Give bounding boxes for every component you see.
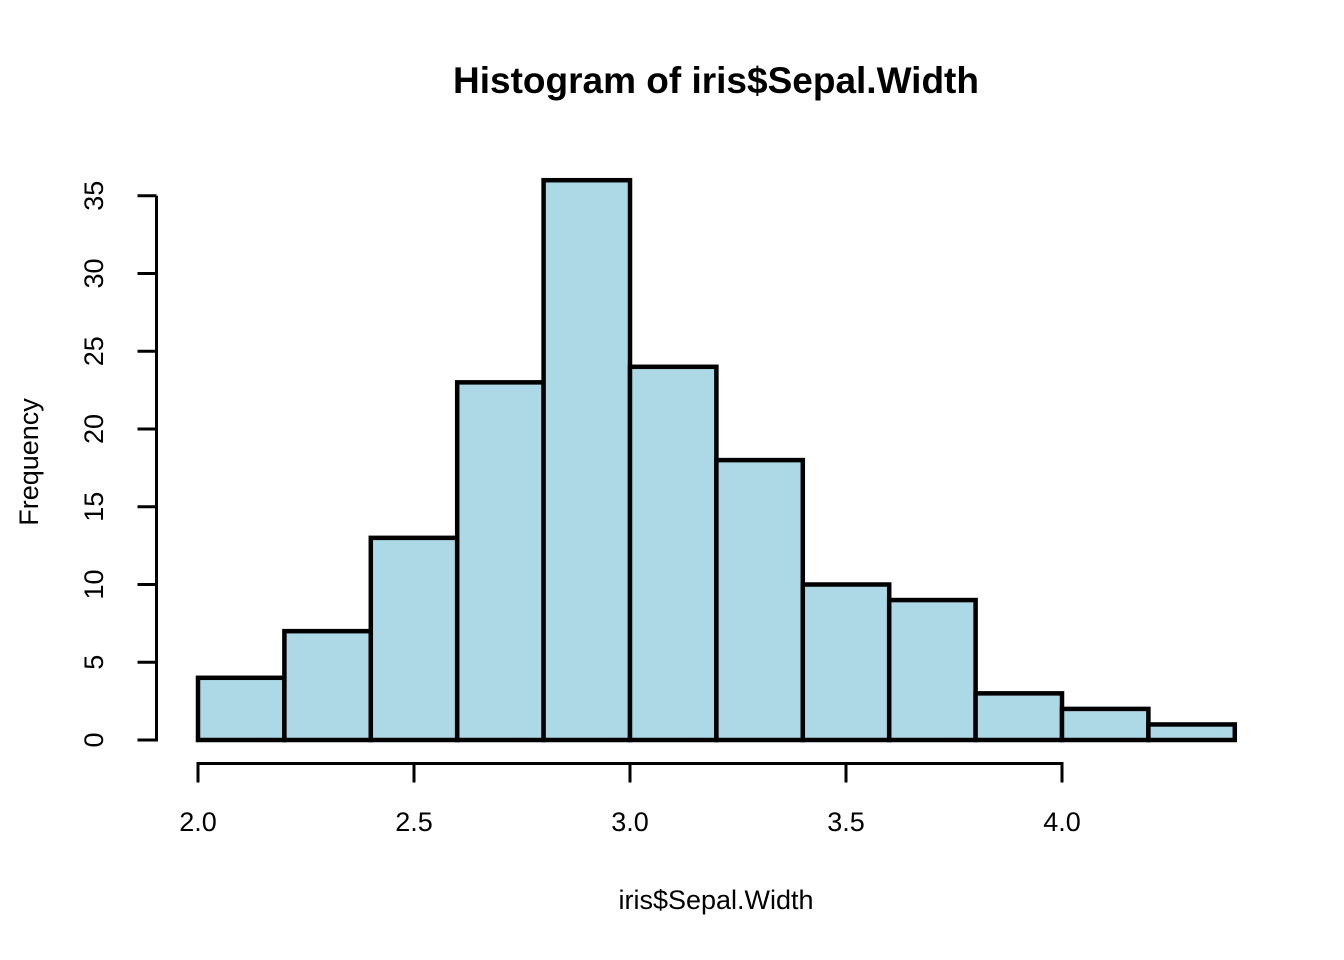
x-tick-label: 3.0: [611, 807, 649, 837]
chart-title: Histogram of iris$Sepal.Width: [453, 60, 979, 101]
y-axis-label: Frequency: [14, 398, 44, 526]
histogram-bar: [282, 628, 374, 743]
x-tick-label: 3.5: [827, 807, 865, 837]
y-tick-label: 15: [79, 492, 109, 522]
x-tick-label: 4.0: [1043, 807, 1081, 837]
histogram-bar: [714, 457, 806, 743]
histogram-bars: [195, 177, 1238, 743]
y-tick-label: 30: [79, 258, 109, 288]
x-axis-label: iris$Sepal.Width: [618, 885, 813, 915]
y-tick-label: 20: [79, 414, 109, 444]
y-tick-label: 0: [79, 732, 109, 747]
histogram-bar: [195, 675, 287, 743]
y-tick-label: 25: [79, 336, 109, 366]
histogram-bar: [541, 177, 633, 743]
x-axis: 2.0 2.5 3.0 3.5 4.0: [179, 762, 1081, 837]
histogram-bar: [627, 364, 719, 743]
y-tick-label: 35: [79, 181, 109, 211]
histogram-bar: [886, 597, 978, 743]
y-tick-label: 10: [79, 569, 109, 599]
histogram-bar: [368, 535, 460, 743]
histogram-bar: [800, 582, 892, 743]
y-axis: 0 5 10 15 20 25 30 35: [79, 181, 158, 748]
histogram-bar: [1146, 722, 1238, 743]
x-tick-label: 2.5: [395, 807, 433, 837]
x-tick-label: 2.0: [179, 807, 217, 837]
histogram-bar: [454, 380, 546, 743]
histogram-bar: [1059, 706, 1151, 743]
y-tick-label: 5: [79, 655, 109, 670]
histogram-bar: [973, 691, 1065, 743]
